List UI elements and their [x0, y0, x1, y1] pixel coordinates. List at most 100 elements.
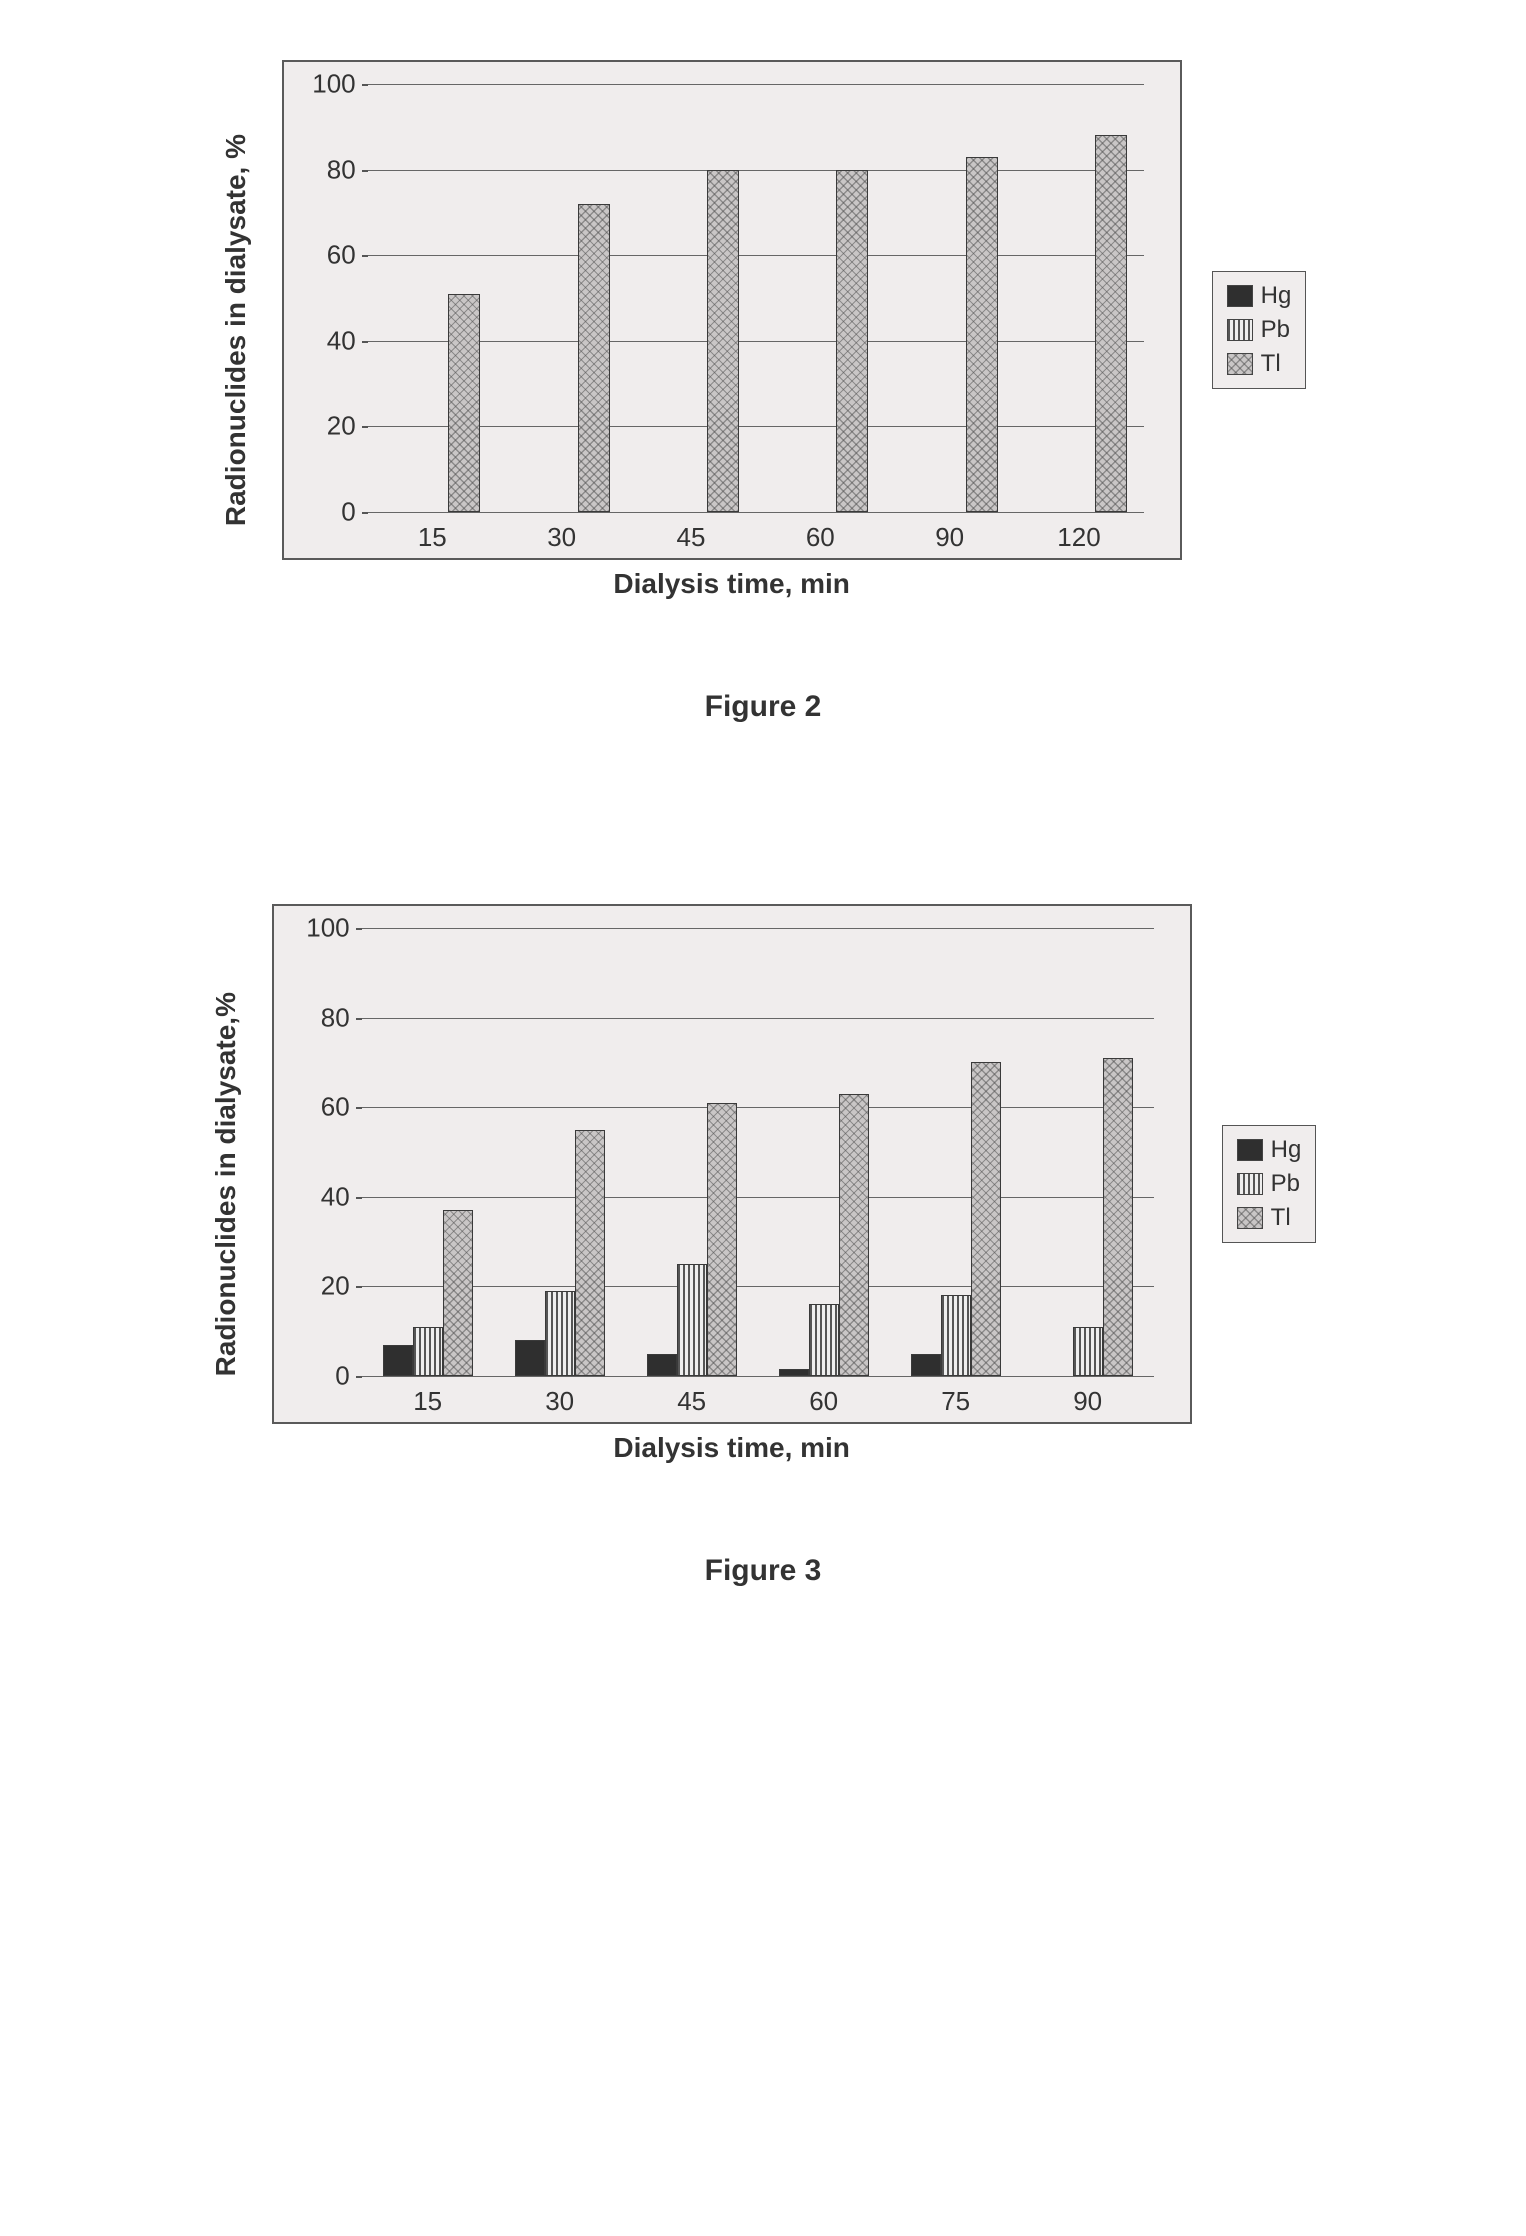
chart-box: 0204060801001530456090120 [282, 60, 1182, 560]
chart-row: Radionuclides in dialysate, % 02040608010… [220, 60, 1307, 600]
bar [545, 1291, 575, 1376]
bar [839, 1094, 869, 1376]
legend-swatch-icon [1227, 319, 1253, 341]
x-tick-label: 45 [677, 512, 706, 553]
bar-group [772, 170, 868, 512]
chart-column: 0204060801001530456090120 Dialysis time, … [282, 60, 1182, 600]
gridline [362, 1107, 1154, 1108]
plot-area: 020406080100153045607590 [362, 928, 1154, 1376]
bar [707, 170, 739, 512]
bar [779, 1369, 809, 1376]
gridline [368, 170, 1144, 171]
bar [647, 1354, 677, 1376]
x-tick-label: 15 [418, 512, 447, 553]
bar-group [515, 1130, 605, 1376]
y-tick-mark [356, 928, 362, 930]
gridline [368, 84, 1144, 85]
y-tick-mark [362, 512, 368, 514]
legend-item: Tl [1227, 350, 1292, 378]
bar [911, 1354, 941, 1376]
legend-label: Hg [1271, 1136, 1302, 1164]
legend-item: Hg [1227, 282, 1292, 310]
y-tick-mark [356, 1197, 362, 1199]
legend-swatch-icon [1237, 1139, 1263, 1161]
bar [941, 1295, 971, 1376]
x-tick-label: 120 [1057, 512, 1100, 553]
x-tick-label: 30 [547, 512, 576, 553]
x-tick-label: 15 [413, 1376, 442, 1417]
legend-label: Hg [1261, 282, 1292, 310]
legend-item: Tl [1237, 1204, 1302, 1232]
y-tick-mark [362, 426, 368, 428]
legend-label: Pb [1261, 316, 1290, 344]
legend-label: Pb [1271, 1170, 1300, 1198]
gridline [362, 1018, 1154, 1019]
bar-group [643, 170, 739, 512]
bar-group [902, 157, 998, 512]
y-tick-mark [362, 170, 368, 172]
chart-box: 020406080100153045607590 [272, 904, 1192, 1424]
bar-group [647, 1103, 737, 1376]
plot-area: 0204060801001530456090120 [368, 84, 1144, 512]
chart-column: 020406080100153045607590 Dialysis time, m… [272, 904, 1192, 1464]
legend-swatch-icon [1237, 1173, 1263, 1195]
bar [707, 1103, 737, 1376]
bar [575, 1130, 605, 1376]
x-tick-label: 90 [1073, 1376, 1102, 1417]
x-tick-label: 90 [935, 512, 964, 553]
legend-swatch-icon [1227, 285, 1253, 307]
bar [677, 1264, 707, 1376]
bar-group [911, 1062, 1001, 1376]
legend: Hg Pb Tl [1222, 1125, 1317, 1243]
bar [836, 170, 868, 512]
bar [383, 1345, 413, 1376]
bar-group [1043, 1058, 1133, 1376]
x-axis-label: Dialysis time, min [613, 568, 850, 600]
y-tick-mark [362, 255, 368, 257]
gridline [362, 1197, 1154, 1198]
x-tick-label: 60 [806, 512, 835, 553]
gridline [368, 426, 1144, 427]
y-tick-mark [356, 1107, 362, 1109]
legend-item: Pb [1227, 316, 1292, 344]
bar-group [514, 204, 610, 512]
y-axis-label: Radionuclides in dialysate,% [210, 992, 242, 1376]
bar [578, 204, 610, 512]
bar [1073, 1327, 1103, 1376]
bar [809, 1304, 839, 1376]
gridline [368, 512, 1144, 513]
figure-caption: Figure 3 [705, 1554, 822, 1588]
y-tick-mark [356, 1286, 362, 1288]
bar-group [384, 294, 480, 512]
bar [443, 1210, 473, 1376]
gridline [368, 255, 1144, 256]
gridline [368, 341, 1144, 342]
x-tick-label: 75 [941, 1376, 970, 1417]
legend: Hg Pb Tl [1212, 271, 1307, 389]
bar [966, 157, 998, 512]
y-tick-label: 100 [306, 913, 361, 944]
legend-item: Hg [1237, 1136, 1302, 1164]
legend-label: Tl [1261, 350, 1281, 378]
bar [1095, 135, 1127, 512]
bar-group [779, 1094, 869, 1376]
legend-item: Pb [1237, 1170, 1302, 1198]
figure-caption: Figure 2 [705, 690, 822, 724]
y-tick-mark [362, 341, 368, 343]
figure: Radionuclides in dialysate, % 02040608010… [60, 60, 1466, 724]
x-axis-label: Dialysis time, min [613, 1432, 850, 1464]
y-axis-label: Radionuclides in dialysate, % [220, 134, 252, 526]
y-tick-mark [356, 1376, 362, 1378]
bar [971, 1062, 1001, 1376]
y-tick-mark [362, 84, 368, 86]
bar [515, 1340, 545, 1376]
legend-label: Tl [1271, 1204, 1291, 1232]
chart-row: Radionuclides in dialysate,% 020406080100… [210, 904, 1317, 1464]
gridline [362, 1376, 1154, 1377]
x-tick-label: 45 [677, 1376, 706, 1417]
gridline [362, 928, 1154, 929]
legend-swatch-icon [1227, 353, 1253, 375]
bar [1103, 1058, 1133, 1376]
y-tick-label: 100 [312, 69, 367, 100]
bar [448, 294, 480, 512]
